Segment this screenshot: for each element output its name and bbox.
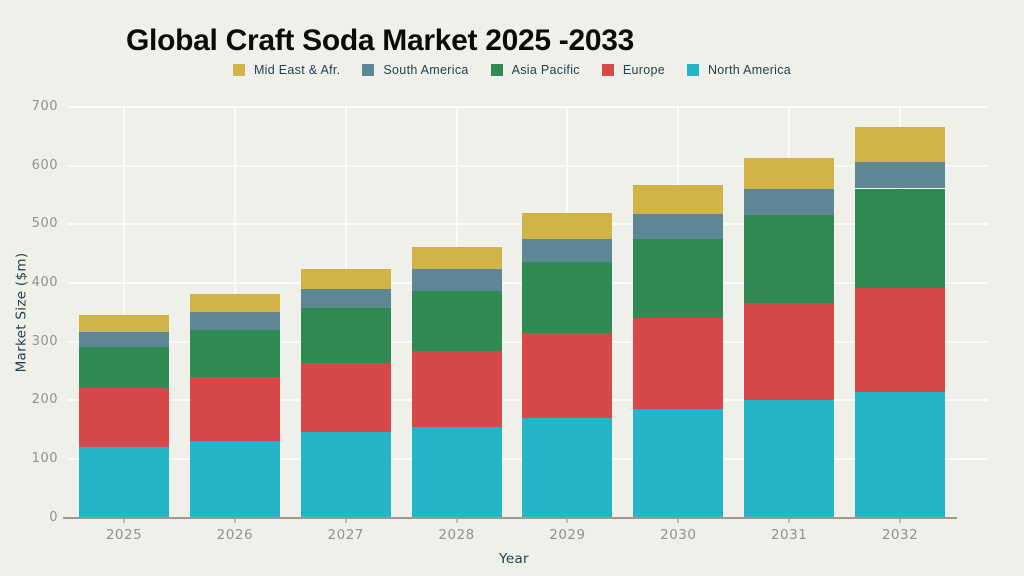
bar-segment-south-america-2027 — [300, 288, 391, 308]
legend-item-mid-east-afr: Mid East & Afr. — [232, 63, 341, 77]
bar-segment-south-america-2031 — [744, 189, 835, 216]
y-tick-label-100: 100 — [31, 450, 58, 466]
bar-segment-asia-pacific-2028 — [411, 291, 502, 351]
x-tick-mark-2032 — [899, 518, 902, 523]
x-tick-mark-2029 — [566, 518, 569, 523]
bar-segment-south-america-2029 — [522, 238, 613, 263]
legend-label: South America — [383, 63, 469, 77]
legend-item-asia-pacific: Asia Pacific — [490, 63, 580, 77]
bar-segment-mid-east-afr-2031 — [744, 158, 835, 190]
bar-segment-mid-east-afr-2028 — [411, 246, 502, 270]
bar-segment-mid-east-afr-2032 — [855, 126, 946, 163]
x-tick-label-2032: 2032 — [881, 527, 919, 543]
legend-swatch-north-america — [686, 64, 699, 76]
bar-segment-asia-pacific-2032 — [855, 188, 946, 289]
x-tick-label-2026: 2026 — [216, 527, 254, 543]
x-tick-label-2029: 2029 — [549, 527, 586, 543]
legend-item-north-america: North America — [686, 63, 792, 77]
legend: Mid East & Afr. South America Asia Pacific… — [0, 63, 1024, 77]
x-tick-mark-2028 — [455, 518, 458, 523]
bar-segment-north-america-2032 — [855, 392, 946, 518]
legend-label: Mid East & Afr. — [253, 63, 341, 77]
bar-segment-asia-pacific-2030 — [633, 238, 724, 319]
y-tick-label-400: 400 — [31, 274, 58, 290]
x-tick-label-2025: 2025 — [105, 527, 143, 543]
y-tick-label-300: 300 — [31, 333, 58, 349]
x-gridline-2025 — [123, 107, 125, 518]
bar-segment-mid-east-afr-2025 — [79, 315, 169, 332]
legend-item-europe: Europe — [601, 63, 665, 77]
bar-segment-asia-pacific-2025 — [79, 346, 169, 389]
bar-segment-mid-east-afr-2026 — [189, 294, 280, 312]
chart-title: Global Craft Soda Market 2025 -2033 — [126, 24, 635, 57]
legend-swatch-europe — [601, 64, 614, 76]
bar-segment-mid-east-afr-2027 — [300, 268, 391, 289]
bar-segment-north-america-2027 — [300, 432, 391, 518]
bar-segment-south-america-2028 — [411, 269, 502, 292]
bar-segment-europe-2025 — [79, 388, 169, 448]
legend-label: North America — [707, 63, 792, 77]
bar-segment-europe-2029 — [522, 332, 613, 418]
legend-swatch-south-america — [362, 64, 375, 76]
bar-segment-europe-2032 — [855, 288, 946, 392]
bar-segment-north-america-2031 — [744, 400, 835, 518]
x-tick-mark-2030 — [677, 518, 680, 523]
bar-segment-north-america-2029 — [522, 417, 613, 518]
x-tick-mark-2027 — [344, 518, 347, 523]
bar-segment-asia-pacific-2029 — [522, 262, 613, 333]
x-axis-title: Year — [499, 551, 529, 567]
bar-segment-south-america-2030 — [633, 214, 724, 239]
y-tick-label-600: 600 — [31, 157, 58, 173]
legend-swatch-asia-pacific — [490, 64, 503, 76]
bar-segment-europe-2030 — [633, 318, 724, 409]
bar-segment-north-america-2030 — [633, 409, 724, 518]
bar-segment-south-america-2032 — [855, 162, 946, 189]
bar-segment-europe-2027 — [300, 363, 391, 433]
x-tick-label-2028: 2028 — [438, 527, 475, 543]
bar-segment-north-america-2028 — [411, 426, 502, 518]
x-tick-label-2030: 2030 — [660, 527, 697, 543]
x-tick-mark-2025 — [123, 518, 125, 523]
bar-segment-asia-pacific-2026 — [189, 329, 280, 377]
bar-segment-europe-2026 — [189, 376, 280, 442]
legend-label: Europe — [622, 63, 665, 77]
x-tick-label-2027: 2027 — [327, 527, 364, 543]
x-axis-line — [63, 516, 957, 519]
bar-segment-europe-2031 — [744, 303, 835, 401]
y-tick-label-200: 200 — [31, 392, 58, 408]
x-tick-label-2031: 2031 — [770, 527, 808, 543]
bar-segment-mid-east-afr-2029 — [522, 212, 613, 239]
legend-label: Asia Pacific — [511, 63, 580, 77]
bar-segment-asia-pacific-2031 — [744, 215, 835, 304]
legend-swatch-mid-east-afr — [232, 64, 245, 76]
bar-segment-north-america-2026 — [189, 441, 280, 518]
x-tick-mark-2026 — [233, 518, 236, 523]
bar-segment-north-america-2025 — [79, 447, 169, 518]
y-gridline-600 — [67, 164, 988, 167]
y-tick-label-0: 0 — [49, 509, 58, 525]
y-axis-title: Market Size ($m) — [13, 252, 30, 373]
y-tick-label-500: 500 — [31, 216, 58, 232]
bar-segment-europe-2028 — [411, 350, 502, 427]
bar-segment-south-america-2026 — [189, 311, 280, 330]
bar-segment-asia-pacific-2027 — [300, 307, 391, 364]
y-tick-label-700: 700 — [31, 99, 58, 114]
legend-item-south-america: South America — [362, 63, 468, 77]
x-tick-mark-2031 — [788, 518, 791, 523]
bar-segment-south-america-2025 — [79, 331, 169, 347]
bar-segment-mid-east-afr-2030 — [633, 184, 724, 215]
y-gridline-700 — [67, 106, 988, 108]
